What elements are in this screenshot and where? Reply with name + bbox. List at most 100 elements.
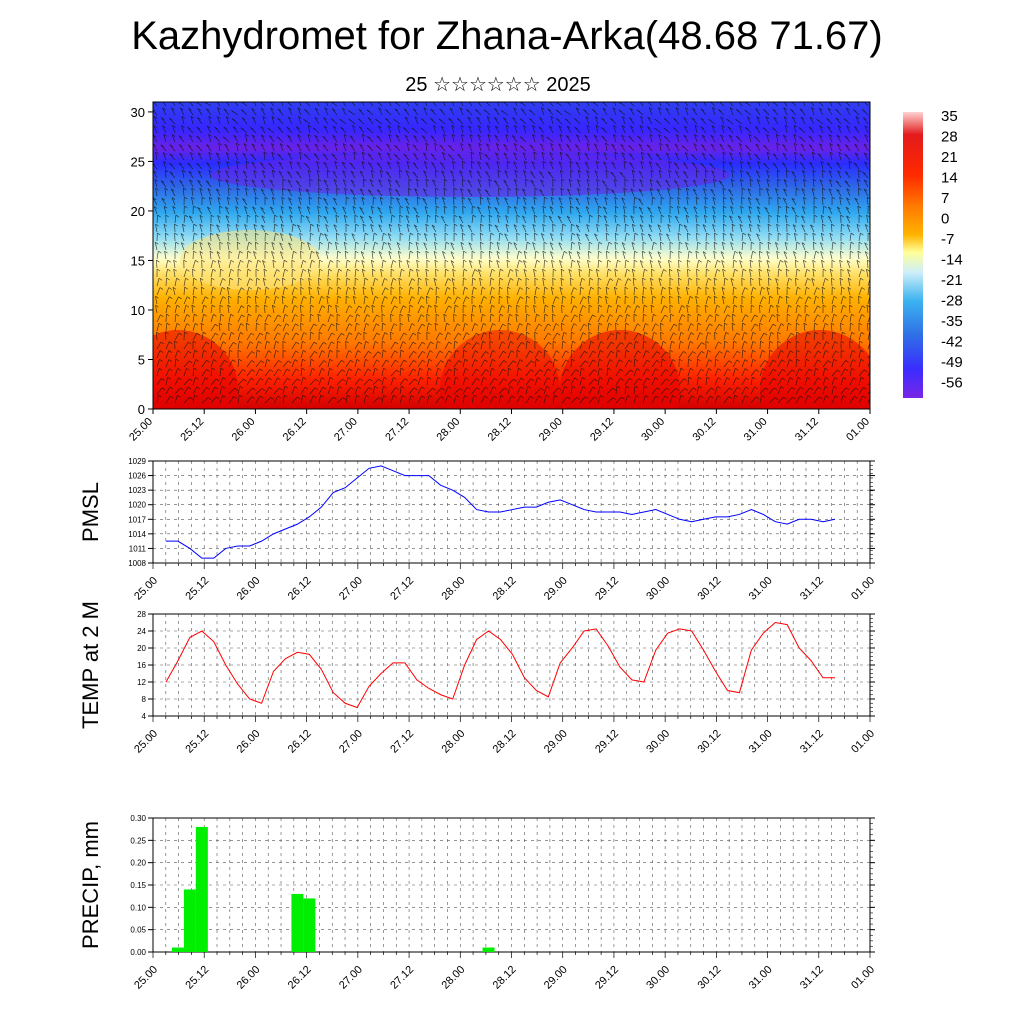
wind-barb <box>516 342 522 350</box>
wind-barb <box>156 387 163 395</box>
wind-barb-flag <box>451 277 456 281</box>
wind-barb-flag <box>222 395 226 398</box>
wind-barb-flag <box>310 358 315 362</box>
wind-barb <box>570 287 575 296</box>
wind-barb-flag <box>752 340 757 344</box>
wind-barb-flag <box>549 242 554 245</box>
wind-barb-flag <box>471 313 475 317</box>
wind-barb <box>570 397 578 404</box>
wind-barb <box>277 108 284 116</box>
wind-barb-flag <box>614 214 618 218</box>
wind-barb <box>271 242 275 251</box>
wind-barb-flag <box>546 386 550 389</box>
wind-barb-flag <box>174 250 179 254</box>
wind-barb-flag <box>218 322 223 326</box>
wind-barb-flag <box>259 332 264 336</box>
wind-barb <box>343 134 347 143</box>
wind-barb-flag <box>592 359 596 363</box>
wind-barb <box>534 369 540 377</box>
wind-barb <box>638 143 644 152</box>
wind-barb-flag <box>523 268 528 272</box>
wind-barb-flag <box>298 99 301 101</box>
wind-barb <box>291 396 298 404</box>
wind-barb-flag <box>709 314 713 318</box>
wind-barb <box>586 197 590 206</box>
wind-barb-flag <box>230 259 235 263</box>
wind-barb-flag <box>571 232 576 236</box>
wind-barb <box>642 350 647 359</box>
wind-barb <box>217 161 221 170</box>
wind-barb <box>414 102 419 107</box>
wind-barb-flag <box>365 322 370 326</box>
wind-barb-flag <box>155 304 159 308</box>
wind-barb <box>603 161 608 170</box>
wind-barb <box>570 350 573 359</box>
wind-barb <box>597 350 601 359</box>
wind-barb-flag <box>169 395 174 399</box>
wind-barb-flag <box>729 387 733 391</box>
wind-barb-flag <box>617 259 621 263</box>
wind-barb <box>712 287 716 296</box>
wind-barb-flag <box>436 286 440 290</box>
wind-barb <box>323 162 329 170</box>
wind-barb-flag <box>704 214 708 218</box>
wind-barb <box>430 153 437 161</box>
wind-barb-flag <box>496 197 500 200</box>
wind-barb-flag <box>469 260 473 263</box>
wind-barb-flag <box>374 385 378 389</box>
wind-barb-flag <box>754 153 758 157</box>
wind-barb <box>206 125 212 134</box>
wind-barb-flag <box>556 118 560 121</box>
wind-barb <box>543 386 547 395</box>
wind-barb-flag <box>385 118 389 121</box>
wind-barb-flag <box>416 178 420 182</box>
wind-barb <box>775 278 779 287</box>
wind-barb-flag <box>729 152 733 156</box>
wind-barb-flag <box>448 154 452 157</box>
wind-barb <box>523 206 527 215</box>
wind-barb-flag <box>776 304 780 308</box>
wind-barb-flag <box>763 332 768 336</box>
wind-barb-flag <box>655 162 659 166</box>
wind-barb-flag <box>609 359 613 362</box>
wind-barb <box>808 144 815 152</box>
wind-barb-flag <box>430 341 434 345</box>
wind-barb-flag <box>330 386 334 389</box>
wind-barb-flag <box>330 260 334 263</box>
wind-barb <box>336 269 340 278</box>
wind-barb-flag <box>774 397 779 400</box>
wind-barb-flag <box>343 179 347 182</box>
wind-barb-flag <box>450 242 454 245</box>
wind-barb-flag <box>686 196 690 200</box>
wind-barb-flag <box>413 135 417 138</box>
wind-barb-flag <box>726 350 730 353</box>
wind-barb <box>462 368 466 377</box>
wind-barb-flag <box>383 232 387 236</box>
wind-barb <box>686 188 689 197</box>
wind-barb-flag <box>741 187 746 191</box>
wind-barb <box>605 233 608 242</box>
wind-barb-flag <box>467 386 471 390</box>
wind-barb <box>740 170 743 179</box>
wind-barb-flag <box>656 351 660 354</box>
wind-barb <box>269 135 275 143</box>
wind-barb-flag <box>766 251 770 254</box>
wind-barb-flag <box>790 108 794 112</box>
wind-barb-flag <box>643 340 647 344</box>
wind-barb-flag <box>324 107 328 111</box>
wind-barb-flag <box>167 304 171 308</box>
wind-barb <box>714 341 719 350</box>
wind-barb-flag <box>530 171 534 174</box>
wind-barb-flag <box>313 395 317 398</box>
wind-barb-flag <box>185 277 189 281</box>
wind-barb <box>641 233 644 242</box>
wind-barb-flag <box>270 107 274 111</box>
wind-barb-flag <box>612 107 617 110</box>
wind-barb-flag <box>305 188 310 192</box>
wind-barb-flag <box>194 322 199 326</box>
wind-barb <box>480 377 484 386</box>
wind-barb <box>498 351 504 359</box>
wind-barb-flag <box>211 367 216 371</box>
wind-barb-flag <box>154 116 158 119</box>
wind-barb <box>687 296 691 305</box>
